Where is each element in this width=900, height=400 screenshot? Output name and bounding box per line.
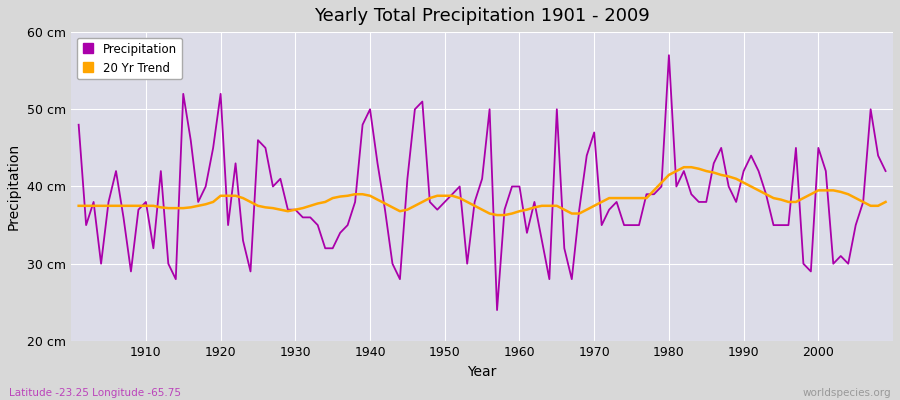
Text: Latitude -23.25 Longitude -65.75: Latitude -23.25 Longitude -65.75 (9, 388, 181, 398)
Y-axis label: Precipitation: Precipitation (7, 143, 21, 230)
Title: Yearly Total Precipitation 1901 - 2009: Yearly Total Precipitation 1901 - 2009 (314, 7, 650, 25)
X-axis label: Year: Year (467, 365, 497, 379)
Legend: Precipitation, 20 Yr Trend: Precipitation, 20 Yr Trend (77, 38, 182, 79)
Text: worldspecies.org: worldspecies.org (803, 388, 891, 398)
